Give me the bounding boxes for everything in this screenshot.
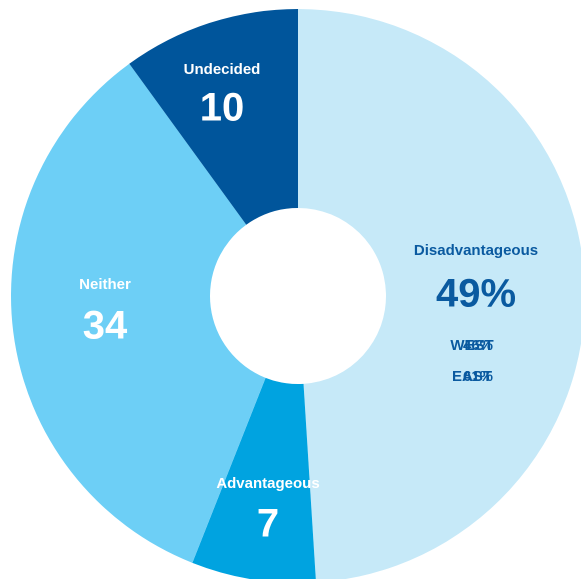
category-label: Undecided [184,61,261,78]
annotation-value: 61% [463,368,493,385]
annotation-region: EAST [452,368,492,385]
donut-segment [10,63,266,563]
category-label: Advantageous [216,475,319,492]
category-label: Disadvantageous [414,242,538,259]
annotation-region: WEST [450,337,493,354]
value-label: 34 [83,304,128,348]
value-label: 10 [200,86,245,130]
donut-segment [129,9,298,225]
donut-segment [298,9,581,579]
value-label: 7 [257,502,279,546]
annotation-value: 46% [463,337,493,354]
value-label: 49% [436,272,516,316]
category-label: Neither [79,276,131,293]
donut-segment [192,377,316,579]
